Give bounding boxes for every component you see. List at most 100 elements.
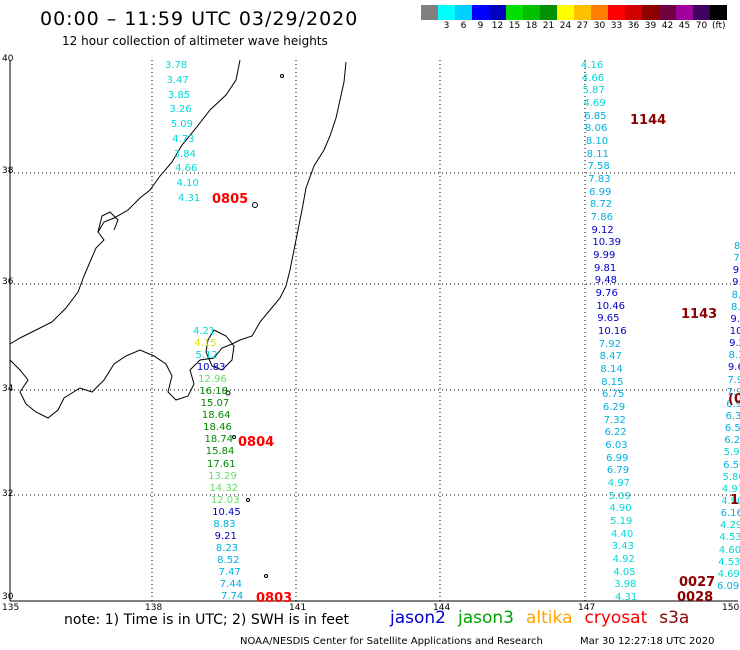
wave-height-value: 5.12 [195, 350, 218, 362]
wave-height-value: 17.61 [207, 458, 236, 470]
wave-height-value: 15.84 [205, 446, 235, 458]
wave-height-value: 7.92 [598, 338, 622, 350]
wave-height-value: 3.43 [611, 541, 635, 553]
scale-swatch [625, 5, 642, 20]
wave-height-value: 3.98 [614, 579, 637, 591]
wave-height-value: 4.16 [581, 60, 604, 71]
wave-height-value: 6.79 [606, 465, 630, 477]
satellite-cryosat: cryosat [584, 608, 648, 628]
wave-height-value: 8.52 [217, 554, 240, 566]
wave-height-value: 8.72 [730, 301, 740, 313]
pass-label: 1 [730, 493, 740, 508]
wave-height-value: 4.05 [613, 566, 636, 578]
wave-height-value: 8.23 [215, 542, 239, 554]
wave-height-value: 9.48 [594, 275, 618, 287]
scale-label: 21 [542, 21, 555, 31]
wave-height-value: 12.03 [210, 494, 240, 506]
pass-label: 0028 [677, 590, 714, 605]
scale-label: 42 [661, 21, 674, 31]
scale-swatch [421, 5, 438, 20]
generated-timestamp: Mar 30 12:27:18 UTC 2020 [580, 636, 715, 647]
wave-height-value: 4.10 [176, 178, 199, 190]
wave-height-value: 4.92 [612, 554, 635, 565]
pass-label: 0805 [212, 192, 249, 207]
wave-height-value: 9.65 [597, 313, 620, 325]
wave-height-value: 9.81 [593, 262, 617, 274]
wave-height-value: 5.09 [608, 490, 631, 502]
lon-label-144: 144 [433, 603, 451, 613]
wave-height-value: 4.53 [719, 532, 740, 544]
wave-height-value: 6.53 [724, 423, 740, 435]
izu-island [225, 390, 231, 396]
scale-swatch [540, 5, 557, 20]
wave-height-value: 6.03 [605, 440, 628, 451]
wave-height-value: 4.91 [721, 483, 740, 495]
satellite-altika: altika [526, 608, 573, 628]
wave-height-value: 9.32 [730, 313, 740, 325]
wave-height-value: 3.26 [169, 104, 192, 116]
wave-height-value: 9.0 [732, 277, 740, 289]
wave-height-value: 3.78 [165, 60, 188, 71]
pass-label: (0 [728, 392, 740, 407]
wave-height-value: 6.85 [584, 110, 607, 122]
wave-height-value: 4.40 [610, 528, 634, 540]
scale-label: 9 [477, 21, 484, 31]
izu-island-3 [246, 498, 250, 502]
wave-height-value: 9.21 [214, 530, 237, 542]
lat-label-32: 32 [2, 489, 14, 499]
color-scale-unit: (ft) [712, 21, 726, 31]
small-island [280, 74, 284, 78]
scale-swatch [659, 5, 676, 20]
wave-height-value: 4.60 [718, 544, 740, 556]
wave-height-value: 7.83 [588, 174, 611, 185]
scale-swatch [693, 5, 710, 20]
color-scale-bar [421, 5, 727, 20]
wave-height-value: 5.86 [722, 471, 740, 483]
scale-swatch [489, 5, 506, 20]
scale-swatch [523, 5, 540, 20]
scale-swatch [591, 5, 608, 20]
pass-label: 1144 [630, 113, 667, 128]
wave-height-value: 8.15 [601, 376, 624, 388]
wave-height-value: 5.93 [723, 447, 740, 459]
scale-swatch [455, 5, 472, 20]
wave-height-value: 4.21 [193, 326, 216, 337]
wave-height-value: 7.86 [590, 212, 613, 223]
wave-height-value: 4.69 [717, 568, 740, 580]
wave-height-value: 4.66 [175, 163, 198, 175]
scale-label: 33 [610, 21, 623, 31]
boso-peninsula [205, 329, 235, 371]
scale-label: 15 [508, 21, 521, 31]
scale-swatch [438, 5, 455, 20]
wave-height-value: 9.76 [595, 288, 618, 299]
wave-height-value: 13.29 [208, 470, 237, 482]
lon-label-138: 138 [145, 603, 163, 613]
scale-swatch [642, 5, 659, 20]
scale-label: 12 [491, 21, 504, 31]
scale-swatch [676, 5, 693, 20]
scale-swatch [574, 5, 591, 20]
scale-label: 24 [559, 21, 572, 31]
scale-swatch [710, 5, 727, 20]
wave-height-value: 8.11 [586, 148, 609, 160]
wave-height-value: 16.18 [199, 386, 228, 398]
pass-label: 0027 [679, 575, 716, 590]
wave-height-value: 3.85 [167, 89, 191, 101]
map-frame [9, 60, 738, 602]
wave-height-value: 10.46 [596, 300, 626, 312]
map-title: 00:00 – 11:59 UTC 03/29/2020 [40, 8, 359, 30]
wave-height-value: 6.27 [724, 435, 740, 447]
izu-island-2 [232, 435, 236, 439]
wave-height-value: 8.72 [589, 199, 613, 211]
graticule [10, 60, 738, 601]
wave-height-value: 4.73 [172, 133, 195, 145]
wave-height-value: 6.99 [589, 186, 612, 198]
wave-height-value: 6.09 [717, 581, 740, 592]
scale-label: 36 [627, 21, 640, 31]
wave-height-value: 7.44 [219, 578, 242, 590]
wave-height-value: 8.14 [600, 364, 623, 375]
pass-label: 0804 [238, 435, 275, 450]
scale-swatch [472, 5, 489, 20]
wave-height-value: 8 [734, 241, 740, 252]
